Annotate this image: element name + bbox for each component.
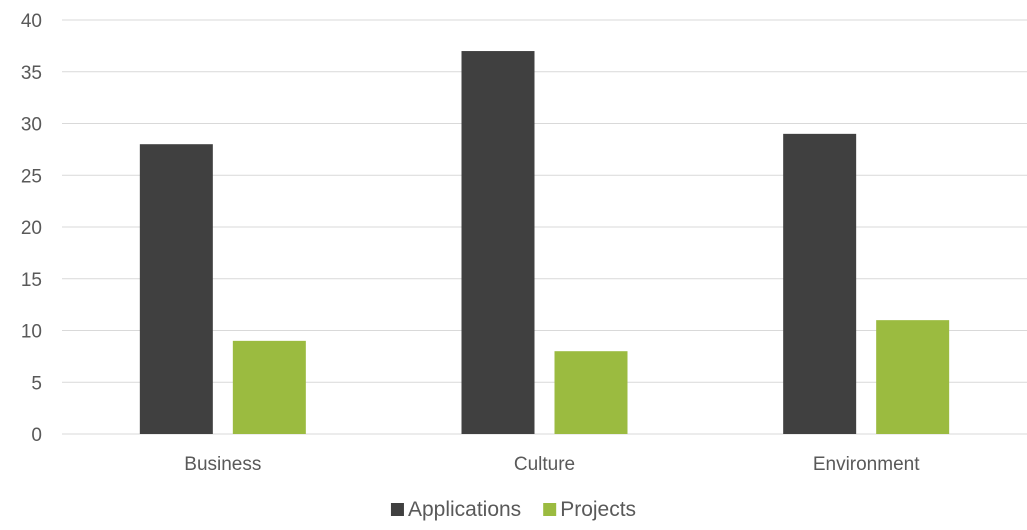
y-tick-label: 25: [21, 166, 42, 187]
bar-projects-culture: [554, 351, 628, 434]
legend: Applications Projects: [390, 498, 636, 521]
legend-label-applications: Applications: [408, 498, 521, 521]
y-tick-label: 10: [21, 322, 42, 343]
bar-applications-business: [139, 144, 213, 434]
bar-projects-business: [232, 340, 306, 434]
y-axis-tick-labels: 0 5 10 15 20 25 30 35 40: [21, 11, 42, 446]
x-axis-category-labels: Business Culture Environment: [184, 454, 920, 475]
bar-applications-culture: [461, 51, 535, 435]
x-category-label: Business: [184, 454, 261, 475]
y-tick-label: 35: [21, 63, 42, 84]
gridlines: [62, 19, 1027, 435]
legend-swatch-projects: [543, 503, 557, 516]
x-category-label: Culture: [514, 454, 575, 475]
bars: [139, 51, 950, 435]
bar-projects-environment: [876, 320, 950, 434]
x-category-label: Environment: [813, 454, 920, 475]
y-tick-label: 5: [31, 373, 42, 394]
y-tick-label: 20: [21, 218, 42, 239]
legend-label-projects: Projects: [560, 498, 636, 521]
legend-swatch-applications: [390, 503, 404, 516]
y-tick-label: 40: [21, 11, 42, 32]
y-tick-label: 15: [21, 270, 42, 291]
y-tick-label: 0: [31, 425, 42, 446]
y-tick-label: 30: [21, 115, 42, 136]
bar-applications-environment: [783, 133, 857, 434]
